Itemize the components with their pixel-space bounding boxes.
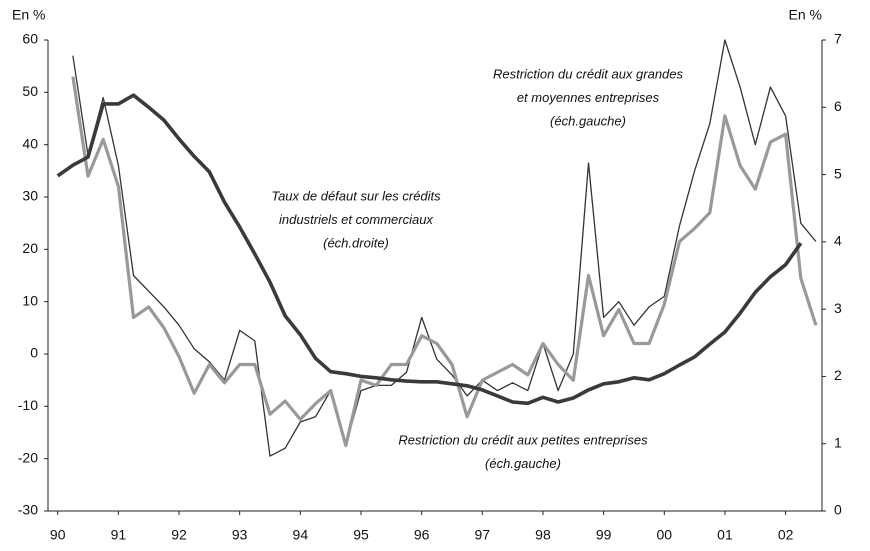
- y-tick-label: 0: [30, 345, 38, 361]
- x-tick-label: 94: [293, 527, 309, 543]
- y-tick-label: 50: [22, 83, 38, 99]
- y-tick-label: 60: [22, 31, 38, 47]
- x-tick-label: 96: [414, 527, 430, 543]
- annotation: Restriction du crédit aux grandes: [493, 66, 684, 81]
- y-tick-label: -10: [18, 397, 38, 413]
- y2-tick-label: 7: [834, 31, 842, 47]
- y2-tick-label: 3: [834, 300, 842, 316]
- y-axis-label: En %: [12, 7, 45, 23]
- y-tick-label: -20: [18, 449, 38, 465]
- y2-tick-label: 2: [834, 367, 842, 383]
- annotation: (éch.droite): [323, 235, 389, 250]
- y2-tick-label: 6: [834, 98, 842, 114]
- y2-tick-label: 5: [834, 165, 842, 181]
- y-tick-label: 30: [22, 188, 38, 204]
- y2-axis-label: En %: [789, 7, 822, 23]
- annotation: industriels et commerciaux: [279, 212, 433, 227]
- annotation: Taux de défaut sur les crédits: [271, 188, 441, 203]
- x-tick-label: 99: [596, 527, 612, 543]
- x-tick-label: 00: [656, 527, 672, 543]
- y2-tick-label: 0: [834, 502, 842, 518]
- x-tick-label: 93: [232, 527, 248, 543]
- x-tick-label: 97: [475, 527, 491, 543]
- y2-tick-label: 4: [834, 233, 842, 249]
- x-tick-label: 02: [778, 527, 794, 543]
- y-tick-label: 20: [22, 240, 38, 256]
- y-tick-label: 40: [22, 135, 38, 151]
- y-tick-label: 10: [22, 292, 38, 308]
- x-tick-label: 92: [171, 527, 187, 543]
- x-tick-label: 01: [717, 527, 733, 543]
- y2-tick-label: 1: [834, 434, 842, 450]
- annotation: Restriction du crédit aux petites entrep…: [398, 432, 648, 447]
- annotation: (éch.gauche): [550, 113, 626, 128]
- series-line: [56, 93, 803, 406]
- x-tick-label: 98: [535, 527, 551, 543]
- series-line: [72, 39, 817, 457]
- series-line: [71, 76, 818, 448]
- annotation: et moyennes entreprises: [517, 90, 660, 105]
- x-tick-label: 91: [111, 527, 127, 543]
- x-tick-label: 90: [50, 527, 66, 543]
- y-tick-label: -30: [18, 502, 38, 518]
- x-tick-label: 95: [353, 527, 369, 543]
- annotation: (éch.gauche): [485, 456, 561, 471]
